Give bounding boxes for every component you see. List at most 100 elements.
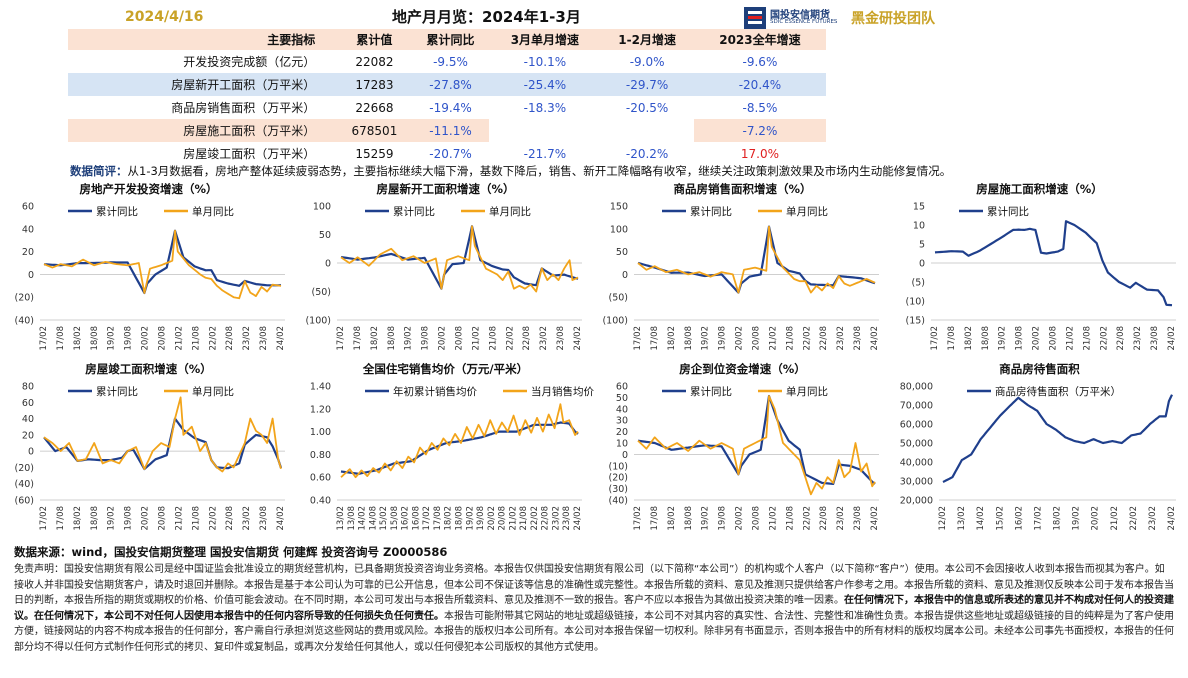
chart-new-starts-growth: 房屋新开工面积增速（%） 100 50 0 (50) (100) 17/02 17/08 18/… — [297, 180, 594, 360]
y-tick-label: (20) — [608, 473, 628, 484]
table-cell: -19.4% — [429, 100, 472, 115]
x-tick-label: 15/02 — [379, 506, 389, 531]
series-line-1 — [934, 220, 1173, 307]
x-tick-label: 21/02 — [1110, 506, 1120, 531]
y-tick-label: 50 — [319, 230, 331, 241]
disclaimer-text-1: 免责声明：国投安信期货有限公司是经中国证监会批准设立的期货经营机构，已具备期货投… — [14, 564, 1174, 607]
chart-title: 房地产开发投资增速（%） — [79, 182, 217, 196]
table-cell: -9.0% — [629, 54, 665, 69]
x-tick-label: 19/02 — [1072, 506, 1082, 531]
x-tick-label: 18/08 — [684, 326, 694, 351]
y-tick-label: (100) — [305, 316, 331, 327]
y-tick-label: 80 — [22, 382, 34, 393]
x-tick-label: 13/02 — [336, 506, 346, 531]
x-tick-label: 24/02 — [1167, 506, 1177, 531]
y-tick-label: 20 — [22, 430, 34, 441]
y-tick-label: (20) — [14, 293, 34, 304]
x-tick-label: 20/02 — [141, 506, 151, 531]
y-tick-label: 50,000 — [900, 439, 933, 450]
x-tick-label: 17/08 — [56, 326, 66, 351]
x-tick-label: 20/08 — [752, 506, 762, 531]
table-cell — [489, 119, 601, 142]
legend-label: 单月同比 — [192, 385, 234, 398]
y-tick-label: (10) — [905, 297, 925, 308]
chart-title: 房企到位资金增速（%） — [679, 362, 806, 376]
x-tick-label: 17/08 — [56, 506, 66, 531]
x-tick-label: 15/08 — [390, 506, 400, 531]
x-tick-label: 24/02 — [870, 326, 880, 351]
y-tick-label: 30,000 — [900, 477, 933, 488]
x-tick-label: 23/02 — [242, 506, 252, 531]
y-tick-label: 20 — [22, 247, 34, 258]
indicator-name: 开发投资完成额（亿元） — [183, 55, 316, 69]
x-tick-label: 22/02 — [505, 326, 515, 351]
y-tick-label: 50 — [616, 247, 628, 258]
x-tick-label: 18/08 — [981, 326, 991, 351]
table-header-cell: 累计值 — [337, 29, 412, 50]
x-tick-label: 18/02 — [444, 506, 454, 531]
commentary-label: 数据简评： — [70, 164, 128, 178]
table-header-row: 主要指标 累计值 累计同比 3月单月增速 1-2月增速 2023全年增速 — [68, 29, 826, 50]
y-tick-label: 0.80 — [310, 450, 331, 461]
x-tick-label: 19/02 — [998, 326, 1008, 351]
table-cell: -11.1% — [411, 119, 490, 142]
chart-svg: 房地产开发投资增速（%） 60 40 20 0 (20) (40) 17/02 17/08 18/… — [14, 182, 286, 351]
x-tick-label: 19/02 — [107, 506, 117, 531]
chart-title: 房屋竣工面积增速（%） — [85, 362, 212, 376]
x-tick-label: 17/08 — [353, 326, 363, 351]
chart-svg: 商品房待售面积 80,000 70,000 60,000 50,000 40,000 30,… — [900, 362, 1177, 531]
x-tick-label: 22/02 — [1099, 326, 1109, 351]
x-tick-label: 18/02 — [667, 326, 677, 351]
table-cell: -29.7% — [600, 73, 694, 96]
x-tick-label: 24/02 — [276, 506, 286, 531]
x-tick-label: 12/02 — [938, 506, 948, 531]
chart-svg: 房屋竣工面积增速（%） 80 60 40 20 0 (20) (40) (60) 17/02 17/… — [14, 362, 286, 531]
legend-label: 年初累计销售均价 — [393, 385, 477, 398]
series-line-2 — [637, 225, 876, 294]
x-tick-label: 19/08 — [1015, 326, 1025, 351]
x-tick-label: 18/02 — [73, 506, 83, 531]
legend-label: 单月同比 — [192, 205, 234, 218]
x-tick-label: 20/02 — [1032, 326, 1042, 351]
chart-investment-growth: 房地产开发投资增速（%） 60 40 20 0 (20) (40) 17/02 17/08 18/… — [0, 180, 297, 360]
y-tick-label: 10 — [913, 221, 925, 232]
x-tick-label: 23/02 — [836, 326, 846, 351]
table-cell: 22082 — [355, 54, 394, 69]
chart-title: 房屋新开工面积增速（%） — [376, 182, 514, 196]
table-cell: -9.5% — [433, 54, 468, 69]
x-tick-label: 19/02 — [701, 326, 711, 351]
x-tick-label: 20/02 — [735, 326, 745, 351]
y-tick-label: 0 — [325, 259, 331, 270]
x-tick-label: 16/02 — [1014, 506, 1024, 531]
y-tick-label: 50 — [616, 393, 628, 404]
report-title: 地产月月览：2024年1-3月 — [392, 8, 581, 26]
x-tick-label: 21/02 — [471, 326, 481, 351]
table-cell: -18.3% — [523, 100, 567, 115]
x-tick-label: 20/02 — [735, 506, 745, 531]
x-tick-label: 23/08 — [259, 326, 269, 351]
table-row: 开发投资完成额（亿元） 22082 -9.5% -10.1% -9.0% -9.… — [68, 50, 826, 73]
y-tick-label: 30 — [616, 416, 628, 427]
chart-funding-growth: 房企到位资金增速（%） 60 50 40 30 20 10 0 (10) (20) (30) (40)… — [594, 360, 891, 540]
x-tick-label: 17/02 — [633, 506, 643, 531]
chart-svg: 房屋施工面积增速（%） 15 10 5 0 (5) (10) (15) 17/02 17/08 18… — [905, 182, 1177, 351]
table-cell: -20.4% — [693, 73, 826, 96]
x-tick-label: 14/02 — [976, 506, 986, 531]
y-tick-label: (10) — [608, 461, 628, 472]
x-tick-label: 14/02 — [358, 506, 368, 531]
x-tick-label: 23/02 — [836, 506, 846, 531]
y-tick-label: (100) — [602, 316, 628, 327]
indicator-name: 房屋新开工面积（万平米） — [68, 73, 338, 96]
x-tick-label: 18/02 — [964, 326, 974, 351]
legend-label: 累计同比 — [96, 385, 138, 398]
x-tick-label: 19/08 — [718, 326, 728, 351]
y-tick-label: 0 — [919, 259, 925, 270]
x-tick-label: 24/02 — [573, 506, 583, 531]
y-tick-label: 10 — [616, 439, 628, 450]
x-tick-label: 14/08 — [368, 506, 378, 531]
key-indicators-table: 主要指标 累计值 累计同比 3月单月增速 1-2月增速 2023全年增速 开发投… — [68, 29, 826, 165]
y-tick-label: (30) — [608, 484, 628, 495]
y-tick-label: 1.40 — [310, 382, 331, 393]
x-tick-label: 22/02 — [802, 326, 812, 351]
y-tick-label: (15) — [905, 316, 925, 327]
